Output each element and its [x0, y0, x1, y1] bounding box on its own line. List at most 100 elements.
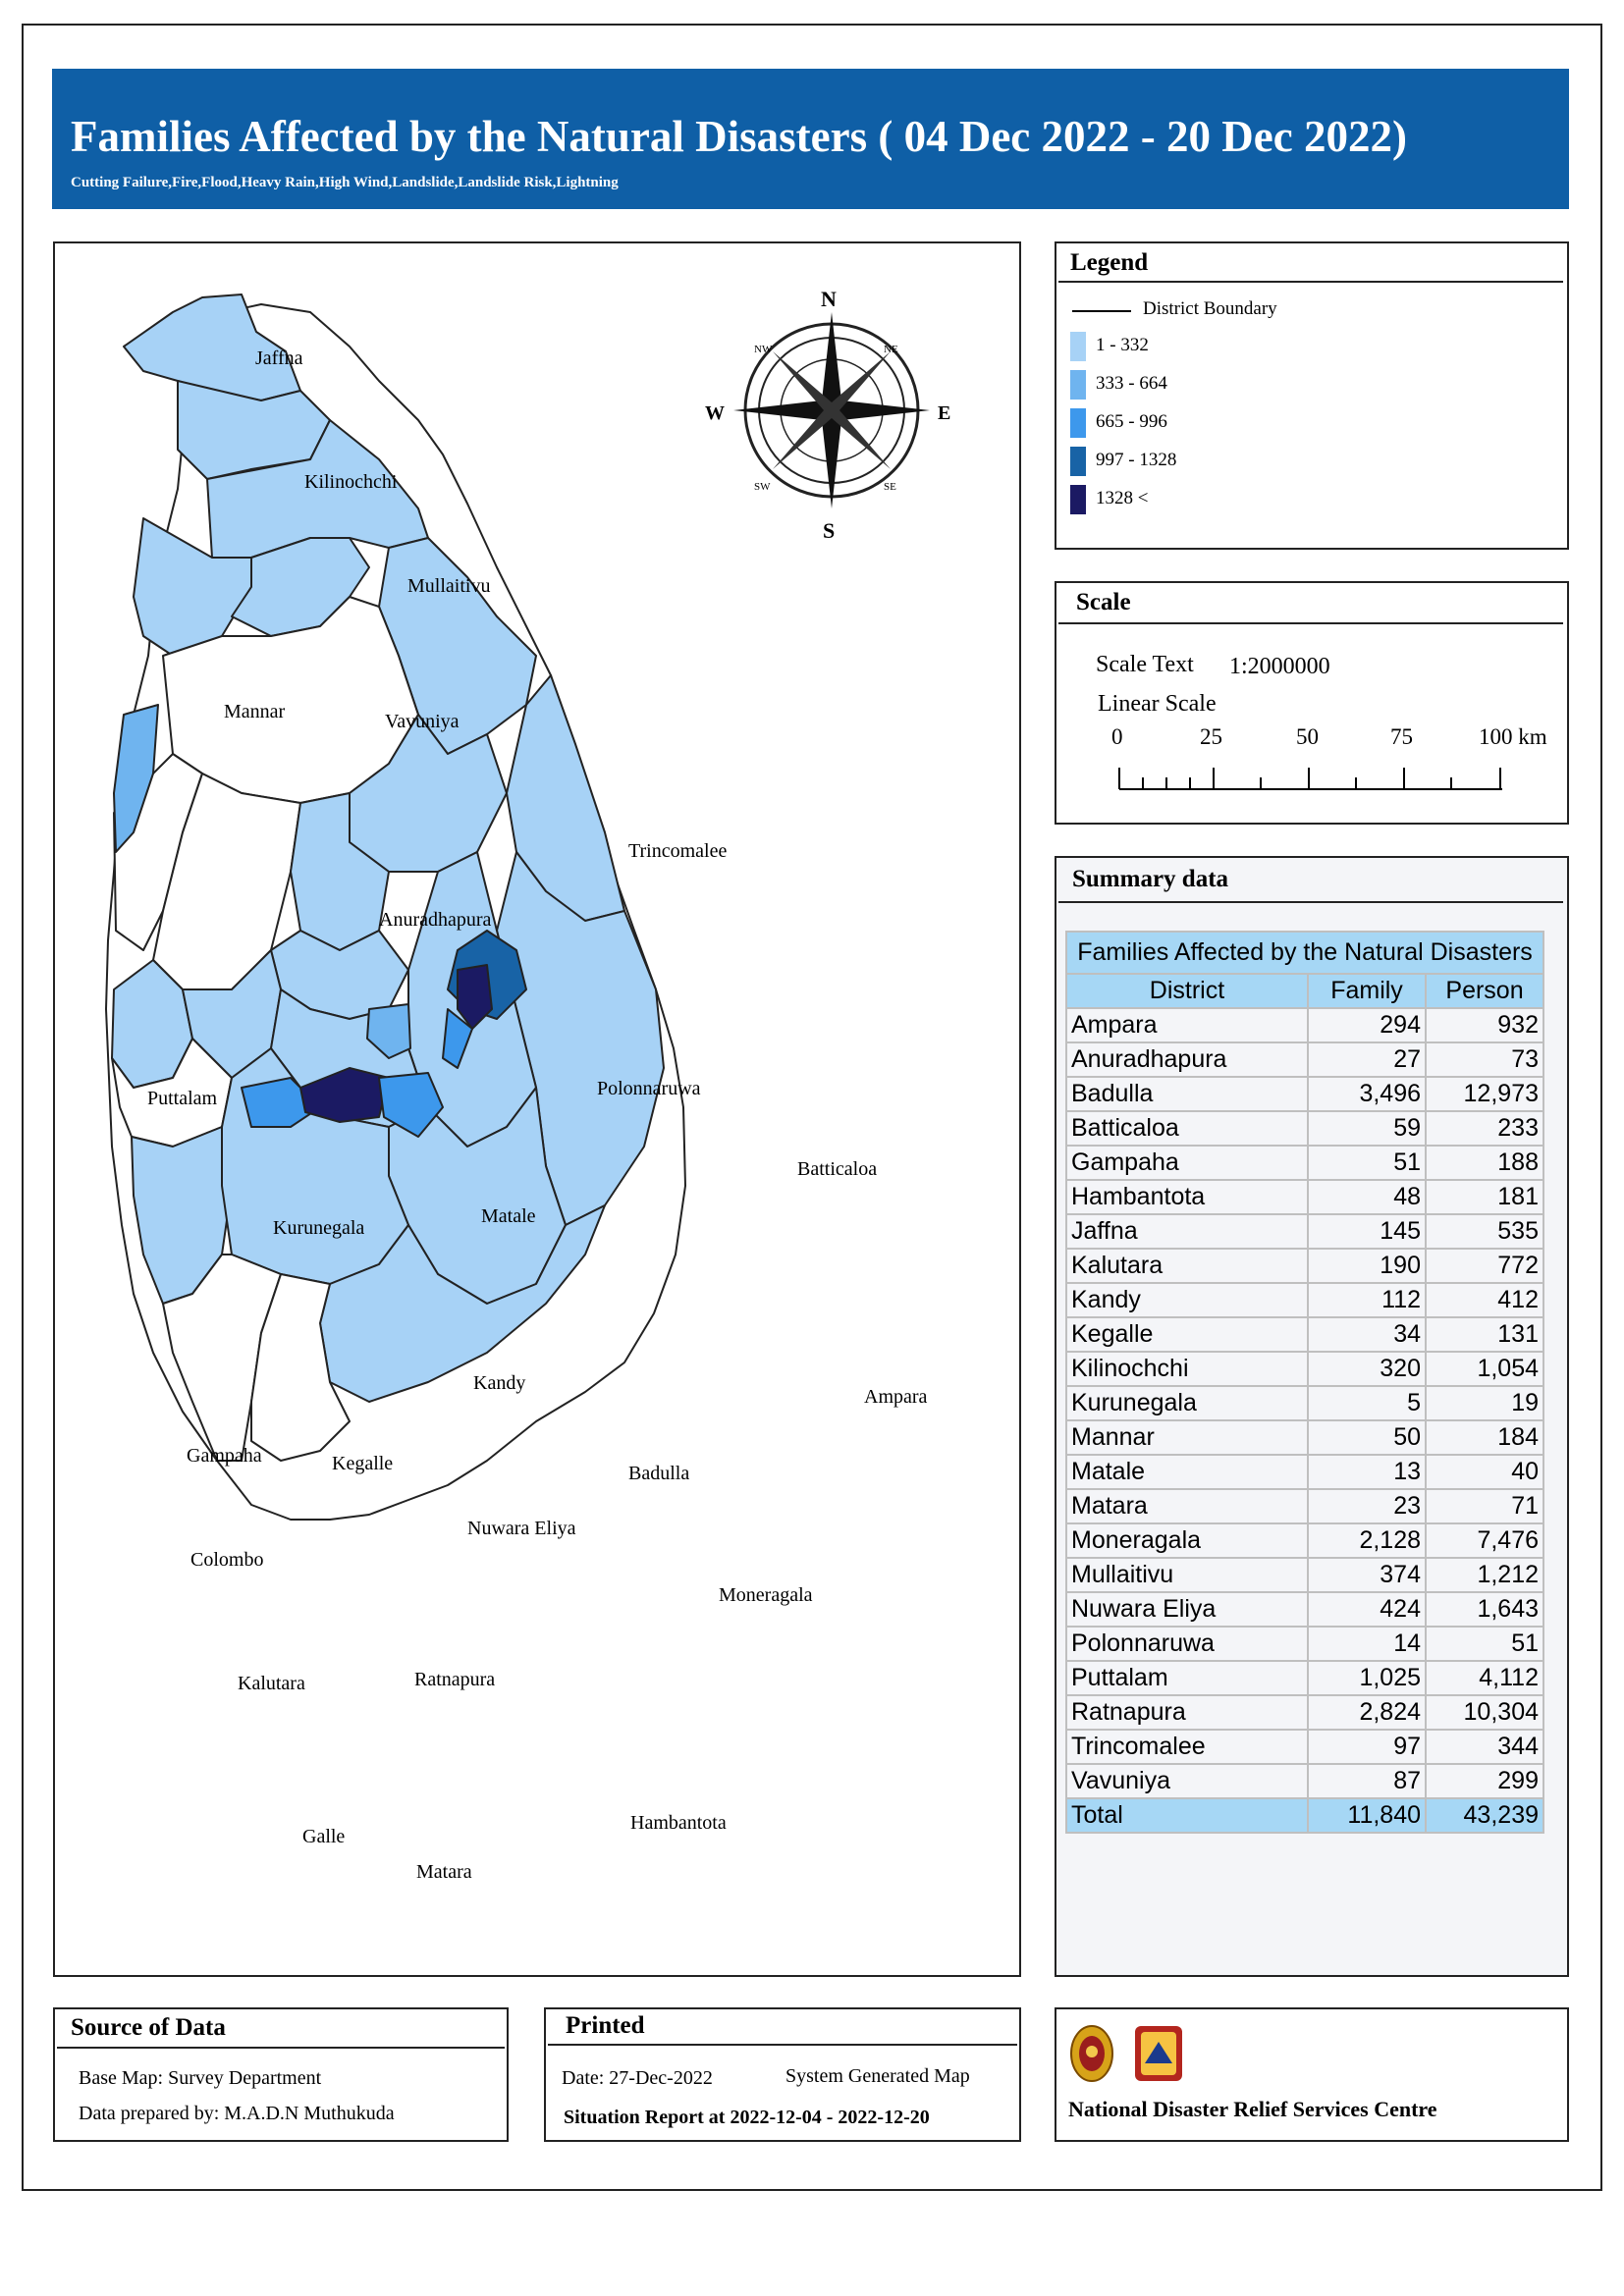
label-kurunegala: Kurunegala: [273, 1217, 365, 1239]
family-cell: 87: [1307, 1763, 1427, 1799]
ndrsc-logo-icon: [1135, 2026, 1182, 2081]
family-cell: 1,025: [1307, 1660, 1427, 1696]
district-cell: Mannar: [1065, 1419, 1309, 1456]
summary-row: Trincomalee 97 344: [1065, 1729, 1544, 1765]
map-subtitle: Cutting Failure,Fire,Flood,Heavy Rain,Hi…: [71, 175, 619, 190]
legend-swatch: [1070, 332, 1086, 361]
family-cell: 27: [1307, 1041, 1427, 1078]
district-matara: [250, 1273, 351, 1462]
person-cell: 1,054: [1425, 1351, 1544, 1387]
district-cell: Total: [1065, 1797, 1309, 1834]
linear-scale-label: Linear Scale: [1098, 691, 1217, 717]
label-kalutara: Kalutara: [238, 1673, 305, 1694]
scale-tick-25: 25: [1200, 724, 1222, 749]
summary-row: Matara 23 71: [1065, 1488, 1544, 1524]
summary-row: Mullaitivu 374 1,212: [1065, 1557, 1544, 1593]
legend-swatch: [1070, 408, 1086, 438]
printed-panel: [544, 2007, 1021, 2142]
legend-swatch: [1070, 370, 1086, 400]
summary-row: Kilinochchi 320 1,054: [1065, 1351, 1544, 1387]
badulla-highest: [457, 964, 493, 1030]
district-cell: Vavuniya: [1065, 1763, 1309, 1799]
summary-total-row: Total 11,840 43,239: [1065, 1797, 1544, 1834]
label-nuwara-eliya: Nuwara Eliya: [467, 1518, 576, 1539]
puttalam-strip: [113, 704, 159, 853]
district-cell: Ratnapura: [1065, 1694, 1309, 1731]
person-cell: 1,643: [1425, 1591, 1544, 1628]
family-cell: 14: [1307, 1626, 1427, 1662]
scale-text-value: 1:2000000: [1229, 654, 1330, 679]
district-cell: Badulla: [1065, 1076, 1309, 1112]
summary-caption: Families Affected by the Natural Disaste…: [1065, 931, 1544, 975]
col-family-header: Family: [1307, 973, 1427, 1009]
legend-class-label: 333 - 664: [1096, 373, 1167, 394]
family-cell: 51: [1307, 1145, 1427, 1181]
person-cell: 772: [1425, 1248, 1544, 1284]
family-cell: 145: [1307, 1213, 1427, 1250]
source-title: Source of Data: [71, 2014, 226, 2041]
person-cell: 188: [1425, 1145, 1544, 1181]
person-cell: 51: [1425, 1626, 1544, 1662]
family-cell: 48: [1307, 1179, 1427, 1215]
compass-nw: NW: [754, 344, 773, 355]
scale-tick-50: 50: [1296, 724, 1319, 749]
scale-tick-75: 75: [1390, 724, 1413, 749]
family-cell: 190: [1307, 1248, 1427, 1284]
summary-row: Hambantota 48 181: [1065, 1179, 1544, 1215]
north-arrow-icon: [733, 312, 930, 508]
summary-title: Summary data: [1072, 866, 1229, 892]
legend-class-label: 665 - 996: [1096, 411, 1167, 432]
person-cell: 73: [1425, 1041, 1544, 1078]
district-cell: Gampaha: [1065, 1145, 1309, 1181]
summary-rule: [1058, 901, 1563, 903]
label-colombo: Colombo: [190, 1549, 264, 1571]
label-trincomalee: Trincomalee: [628, 840, 728, 862]
family-cell: 11,840: [1307, 1797, 1427, 1834]
summary-row: Gampaha 51 188: [1065, 1145, 1544, 1181]
person-cell: 184: [1425, 1419, 1544, 1456]
person-cell: 932: [1425, 1007, 1544, 1043]
summary-row: Kandy 112 412: [1065, 1282, 1544, 1318]
label-mannar: Mannar: [224, 701, 286, 722]
summary-row: Kurunegala 5 19: [1065, 1385, 1544, 1421]
summary-row: Nuwara Eliya 424 1,643: [1065, 1591, 1544, 1628]
district-cell: Nuwara Eliya: [1065, 1591, 1309, 1628]
person-cell: 40: [1425, 1454, 1544, 1490]
summary-row: Polonnaruwa 14 51: [1065, 1626, 1544, 1662]
family-cell: 374: [1307, 1557, 1427, 1593]
district-cell: Trincomalee: [1065, 1729, 1309, 1765]
label-kilinochchi: Kilinochchi: [304, 471, 398, 493]
family-cell: 424: [1307, 1591, 1427, 1628]
person-cell: 181: [1425, 1179, 1544, 1215]
person-cell: 19: [1425, 1385, 1544, 1421]
label-puttalam: Puttalam: [147, 1088, 218, 1109]
label-moneragala: Moneragala: [719, 1584, 813, 1606]
label-jaffna: Jaffna: [255, 347, 303, 369]
summary-row: Puttalam 1,025 4,112: [1065, 1660, 1544, 1696]
scale-bar-icon: [1118, 768, 1502, 790]
sri-lanka-map[interactable]: [55, 243, 1019, 1975]
district-cell: Kilinochchi: [1065, 1351, 1309, 1387]
label-gampaha: Gampaha: [187, 1445, 262, 1467]
district-cell: Jaffna: [1065, 1213, 1309, 1250]
district-cell: Anuradhapura: [1065, 1041, 1309, 1078]
label-kegalle: Kegalle: [332, 1453, 394, 1474]
district-cell: Polonnaruwa: [1065, 1626, 1309, 1662]
scale-rule: [1058, 622, 1563, 624]
summary-row: Moneragala 2,128 7,476: [1065, 1522, 1544, 1559]
printed-title: Printed: [566, 2012, 645, 2039]
source-rule: [57, 2047, 505, 2049]
person-cell: 131: [1425, 1316, 1544, 1353]
person-cell: 412: [1425, 1282, 1544, 1318]
page-frame: [22, 24, 1602, 2191]
district-hambantota: [319, 1204, 606, 1403]
scale-text-label: Scale Text: [1096, 652, 1194, 677]
summary-row: Anuradhapura 27 73: [1065, 1041, 1544, 1078]
family-cell: 13: [1307, 1454, 1427, 1490]
family-cell: 5: [1307, 1385, 1427, 1421]
compass-sw: SW: [754, 481, 771, 493]
label-badulla: Badulla: [628, 1463, 690, 1484]
label-polonnaruwa: Polonnaruwa: [597, 1078, 701, 1099]
summary-row: Badulla 3,496 12,973: [1065, 1076, 1544, 1112]
person-cell: 4,112: [1425, 1660, 1544, 1696]
